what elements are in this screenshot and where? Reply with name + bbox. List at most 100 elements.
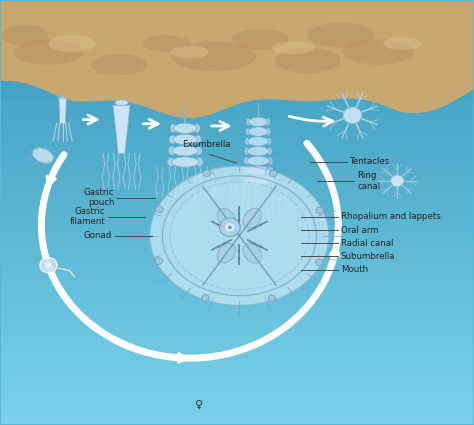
Polygon shape bbox=[1, 353, 473, 360]
Polygon shape bbox=[1, 114, 473, 121]
Ellipse shape bbox=[171, 42, 256, 71]
Ellipse shape bbox=[167, 158, 175, 166]
Circle shape bbox=[391, 175, 404, 187]
Polygon shape bbox=[1, 51, 473, 58]
Polygon shape bbox=[1, 191, 473, 198]
Polygon shape bbox=[1, 360, 473, 367]
Polygon shape bbox=[1, 311, 473, 318]
Polygon shape bbox=[1, 396, 473, 402]
Polygon shape bbox=[1, 241, 473, 248]
Polygon shape bbox=[1, 234, 473, 241]
Ellipse shape bbox=[243, 167, 249, 174]
Ellipse shape bbox=[174, 123, 197, 133]
Ellipse shape bbox=[265, 118, 270, 125]
Polygon shape bbox=[1, 212, 473, 220]
Ellipse shape bbox=[242, 177, 248, 184]
Polygon shape bbox=[1, 37, 473, 44]
Circle shape bbox=[155, 206, 163, 212]
Circle shape bbox=[316, 259, 323, 266]
Ellipse shape bbox=[266, 138, 272, 145]
Text: Ring
canal: Ring canal bbox=[357, 171, 380, 190]
Ellipse shape bbox=[13, 40, 84, 65]
Ellipse shape bbox=[246, 176, 271, 185]
Circle shape bbox=[225, 223, 235, 232]
Ellipse shape bbox=[243, 244, 262, 263]
Circle shape bbox=[219, 218, 240, 237]
Polygon shape bbox=[1, 128, 473, 135]
Polygon shape bbox=[1, 1, 473, 8]
Ellipse shape bbox=[246, 128, 251, 135]
Ellipse shape bbox=[244, 157, 249, 164]
Text: Rhopalium and lappets: Rhopalium and lappets bbox=[341, 212, 440, 221]
Polygon shape bbox=[1, 149, 473, 156]
Polygon shape bbox=[1, 290, 473, 297]
Ellipse shape bbox=[268, 177, 274, 184]
Polygon shape bbox=[1, 184, 473, 191]
Ellipse shape bbox=[246, 166, 270, 175]
Ellipse shape bbox=[194, 135, 201, 144]
Polygon shape bbox=[1, 325, 473, 332]
Circle shape bbox=[268, 295, 276, 302]
Ellipse shape bbox=[273, 42, 315, 54]
Circle shape bbox=[201, 295, 209, 301]
Text: Gastric
filament: Gastric filament bbox=[69, 207, 105, 227]
Ellipse shape bbox=[195, 146, 202, 155]
Polygon shape bbox=[1, 374, 473, 381]
Ellipse shape bbox=[249, 117, 267, 127]
Polygon shape bbox=[1, 15, 473, 23]
Polygon shape bbox=[1, 198, 473, 205]
Polygon shape bbox=[1, 339, 473, 346]
Polygon shape bbox=[1, 346, 473, 353]
Polygon shape bbox=[1, 402, 473, 410]
Ellipse shape bbox=[194, 124, 200, 133]
Polygon shape bbox=[1, 44, 473, 51]
Ellipse shape bbox=[170, 124, 176, 133]
Polygon shape bbox=[1, 79, 473, 86]
Polygon shape bbox=[1, 65, 473, 72]
Text: Oral arm: Oral arm bbox=[341, 226, 378, 235]
Polygon shape bbox=[1, 297, 473, 304]
Ellipse shape bbox=[143, 35, 190, 52]
Ellipse shape bbox=[275, 48, 341, 73]
Polygon shape bbox=[1, 381, 473, 388]
Ellipse shape bbox=[245, 138, 250, 145]
Ellipse shape bbox=[217, 244, 236, 263]
Polygon shape bbox=[59, 99, 66, 124]
Circle shape bbox=[343, 107, 362, 124]
Circle shape bbox=[228, 226, 232, 229]
Ellipse shape bbox=[267, 157, 273, 164]
Polygon shape bbox=[1, 388, 473, 396]
Ellipse shape bbox=[266, 128, 271, 135]
Ellipse shape bbox=[244, 147, 250, 155]
Text: Mouth: Mouth bbox=[341, 265, 368, 274]
Ellipse shape bbox=[248, 127, 268, 136]
Polygon shape bbox=[1, 100, 473, 107]
Polygon shape bbox=[1, 318, 473, 325]
Polygon shape bbox=[1, 248, 473, 255]
Polygon shape bbox=[1, 262, 473, 269]
Polygon shape bbox=[1, 255, 473, 262]
Polygon shape bbox=[1, 8, 473, 15]
Polygon shape bbox=[1, 72, 473, 79]
Polygon shape bbox=[1, 269, 473, 276]
Polygon shape bbox=[1, 163, 473, 170]
Circle shape bbox=[45, 262, 52, 268]
Polygon shape bbox=[1, 142, 473, 149]
Polygon shape bbox=[1, 283, 473, 290]
Ellipse shape bbox=[91, 54, 147, 75]
Polygon shape bbox=[1, 156, 473, 163]
Circle shape bbox=[203, 170, 210, 176]
Polygon shape bbox=[1, 1, 473, 117]
Ellipse shape bbox=[171, 46, 209, 58]
Ellipse shape bbox=[169, 135, 176, 144]
Text: Gastric
pouch: Gastric pouch bbox=[84, 188, 115, 207]
Ellipse shape bbox=[217, 208, 236, 228]
Ellipse shape bbox=[32, 148, 54, 163]
Ellipse shape bbox=[58, 97, 67, 100]
Text: Subumbrella: Subumbrella bbox=[341, 252, 395, 261]
Text: Exumbrella: Exumbrella bbox=[182, 140, 231, 149]
Ellipse shape bbox=[267, 167, 273, 174]
Ellipse shape bbox=[48, 35, 96, 52]
Polygon shape bbox=[1, 86, 473, 93]
Ellipse shape bbox=[168, 146, 175, 155]
